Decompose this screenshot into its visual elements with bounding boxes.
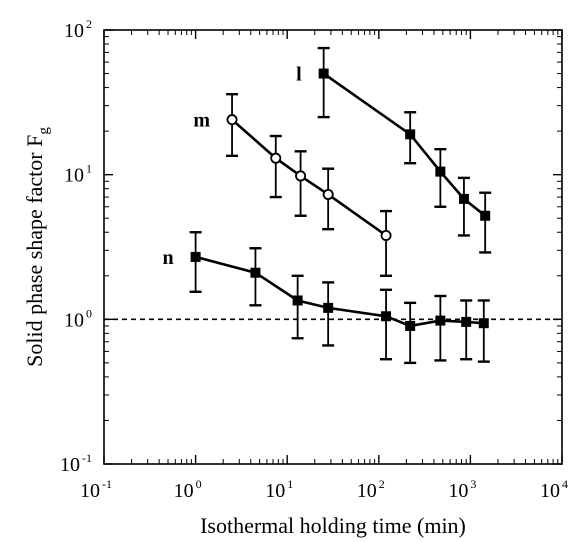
y-axis-title-subscript: g <box>36 127 52 135</box>
tick-label-exponent: 2 <box>86 17 92 31</box>
series-layer: l m n <box>162 46 492 365</box>
tick-label-base: 10 <box>80 480 100 502</box>
x-tick-label: 10 0 <box>174 477 202 502</box>
tick-label-exponent: -1 <box>102 477 112 491</box>
series-l: l <box>296 46 492 254</box>
series-n-point <box>405 320 416 331</box>
series-l-point <box>405 129 416 140</box>
series-m-point <box>295 170 307 182</box>
tick-label-exponent: 0 <box>86 306 92 320</box>
x-axis-title: Isothermal holding time (min) <box>200 513 466 538</box>
series-l-point <box>318 68 329 79</box>
y-tick-label: 10 0 <box>64 306 92 331</box>
tick-label-base: 10 <box>540 480 560 502</box>
series-n-point <box>190 251 201 262</box>
tick-label-base: 10 <box>60 454 80 476</box>
series-n-point <box>435 315 446 326</box>
y-tick-label: 10 -1 <box>60 451 92 476</box>
series-m-point <box>322 188 334 200</box>
tick-label-exponent: 4 <box>562 477 568 491</box>
tick-label-base: 10 <box>64 20 84 42</box>
series-n-point <box>250 267 261 278</box>
tick-label-base: 10 <box>265 480 285 502</box>
x-tick-label: 10 1 <box>265 477 293 502</box>
series-n: n <box>162 231 490 365</box>
tick-label-base: 10 <box>174 480 194 502</box>
tick-label-exponent: 3 <box>470 477 476 491</box>
x-tick-label: 10 4 <box>540 477 568 502</box>
tick-labels: 10 -1 10 0 10 1 10 2 10 3 10 410 -110 010 110 2 <box>60 17 568 502</box>
y-axis-title-main: Solid phase shape factor F <box>22 135 47 367</box>
y-tick-label: 10 2 <box>64 17 92 42</box>
x-tick-label: 10 -1 <box>80 477 112 502</box>
series-n-point <box>292 295 303 306</box>
series-m-point <box>270 152 282 164</box>
series-n-label: n <box>162 247 173 269</box>
tick-label-base: 10 <box>64 165 84 187</box>
tick-label-exponent: 1 <box>86 162 92 176</box>
series-n-point <box>323 302 334 313</box>
axis-ticks <box>103 29 563 465</box>
series-l-label: l <box>296 64 302 86</box>
series-l-point <box>480 210 491 221</box>
series-l-point <box>458 193 469 204</box>
tick-label-exponent: 1 <box>287 477 293 491</box>
series-m-point <box>380 229 392 241</box>
series-n-point <box>461 316 472 327</box>
y-axis-title: Solid phase shape factor Fg <box>22 127 52 367</box>
series-m-label: m <box>193 110 210 132</box>
series-m-point <box>226 114 238 126</box>
series-l-point <box>435 166 446 177</box>
series-n-point <box>478 318 489 329</box>
y-tick-label: 10 1 <box>64 162 92 187</box>
x-tick-label: 10 3 <box>448 477 476 502</box>
plot-frame <box>103 29 563 465</box>
series-n-point <box>381 311 392 322</box>
tick-label-base: 10 <box>64 309 84 331</box>
series-m: m <box>193 92 393 277</box>
tick-label-exponent: -1 <box>82 451 92 465</box>
tick-label-exponent: 0 <box>196 477 202 491</box>
series-m-line <box>231 118 387 237</box>
x-tick-label: 10 2 <box>357 477 385 502</box>
tick-label-exponent: 2 <box>379 477 385 491</box>
tick-label-base: 10 <box>357 480 377 502</box>
tick-label-base: 10 <box>448 480 468 502</box>
